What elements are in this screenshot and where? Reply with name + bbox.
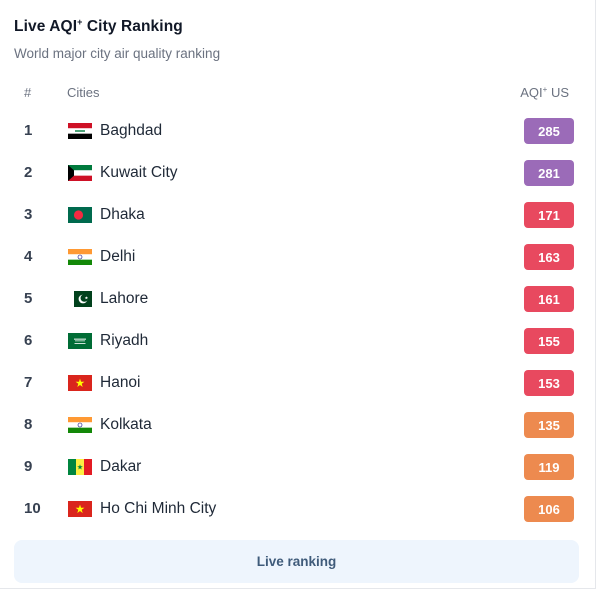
column-header-city: Cities (67, 85, 100, 100)
list-item[interactable]: 2 Kuwait City 281 (0, 153, 596, 195)
rank-number: 10 (24, 500, 41, 517)
card-title-sup: + (77, 17, 83, 27)
rank-number: 4 (24, 248, 33, 265)
city-name[interactable]: Baghdad (100, 122, 163, 139)
column-header-aqi: AQI+ US (520, 85, 569, 100)
city-name[interactable]: Dhaka (100, 206, 145, 223)
vietnam-flag-icon (68, 501, 92, 517)
ranking-list: 1 Baghdad 285 2 Kuwait City 281 3 Dhaka 171 4 Delh… (0, 111, 596, 531)
live-ranking-button[interactable]: Live ranking (14, 540, 579, 583)
list-item[interactable]: 8 Kolkata 135 (0, 405, 596, 447)
city-name[interactable]: Hanoi (100, 374, 141, 391)
city-name[interactable]: Ho Chi Minh City (100, 500, 217, 517)
aqi-badge: 171 (524, 202, 574, 228)
city-name[interactable]: Delhi (100, 248, 136, 265)
rank-number: 2 (24, 164, 33, 181)
rank-number: 8 (24, 416, 33, 433)
rank-number: 1 (24, 122, 33, 139)
city-name[interactable]: Riyadh (100, 332, 149, 349)
aqi-badge: 135 (524, 412, 574, 438)
column-header-aqi-label: AQI (520, 85, 543, 100)
bangladesh-flag-icon (68, 207, 92, 223)
column-header-rank: # (24, 85, 32, 100)
rank-number: 6 (24, 332, 33, 349)
aqi-badge: 285 (524, 118, 574, 144)
rank-number: 9 (24, 458, 33, 475)
card-subtitle: World major city air quality ranking (14, 46, 221, 61)
aqi-badge: 155 (524, 328, 574, 354)
aqi-badge: 281 (524, 160, 574, 186)
list-item[interactable]: 5 Lahore 161 (0, 279, 596, 321)
list-item[interactable]: 9 Dakar 119 (0, 447, 596, 489)
rank-number: 7 (24, 374, 33, 391)
card-title-suffix: City Ranking (86, 18, 183, 35)
column-header-aqi-suffix: US (550, 85, 569, 100)
rank-number: 5 (24, 290, 33, 307)
aqi-badge: 106 (524, 496, 574, 522)
list-item[interactable]: 1 Baghdad 285 (0, 111, 596, 153)
india-flag-icon (68, 417, 92, 433)
vietnam-flag-icon (68, 375, 92, 391)
column-header-aqi-sup: + (542, 85, 548, 94)
list-item[interactable]: 4 Delhi 163 (0, 237, 596, 279)
pakistan-flag-icon (68, 291, 92, 307)
list-item[interactable]: 10 Ho Chi Minh City 106 (0, 489, 596, 531)
city-name[interactable]: Kuwait City (100, 164, 178, 181)
senegal-flag-icon (68, 459, 92, 475)
list-item[interactable]: 6 Riyadh 155 (0, 321, 596, 363)
city-name[interactable]: Dakar (100, 458, 142, 475)
city-name[interactable]: Kolkata (100, 416, 152, 433)
aqi-badge: 153 (524, 370, 574, 396)
city-name[interactable]: Lahore (100, 290, 149, 307)
card-title-main: Live AQI (14, 18, 78, 35)
card-title: Live AQI+ City Ranking (14, 17, 183, 36)
kuwait-flag-icon (68, 165, 92, 181)
aqi-badge: 163 (524, 244, 574, 270)
aqi-badge: 119 (524, 454, 574, 480)
list-item[interactable]: 7 Hanoi 153 (0, 363, 596, 405)
iraq-flag-icon (68, 123, 92, 139)
table-header: # Cities AQI+ US (0, 84, 596, 104)
saudi-arabia-flag-icon (68, 333, 92, 349)
rank-number: 3 (24, 206, 33, 223)
list-item[interactable]: 3 Dhaka 171 (0, 195, 596, 237)
india-flag-icon (68, 249, 92, 265)
aqi-badge: 161 (524, 286, 574, 312)
